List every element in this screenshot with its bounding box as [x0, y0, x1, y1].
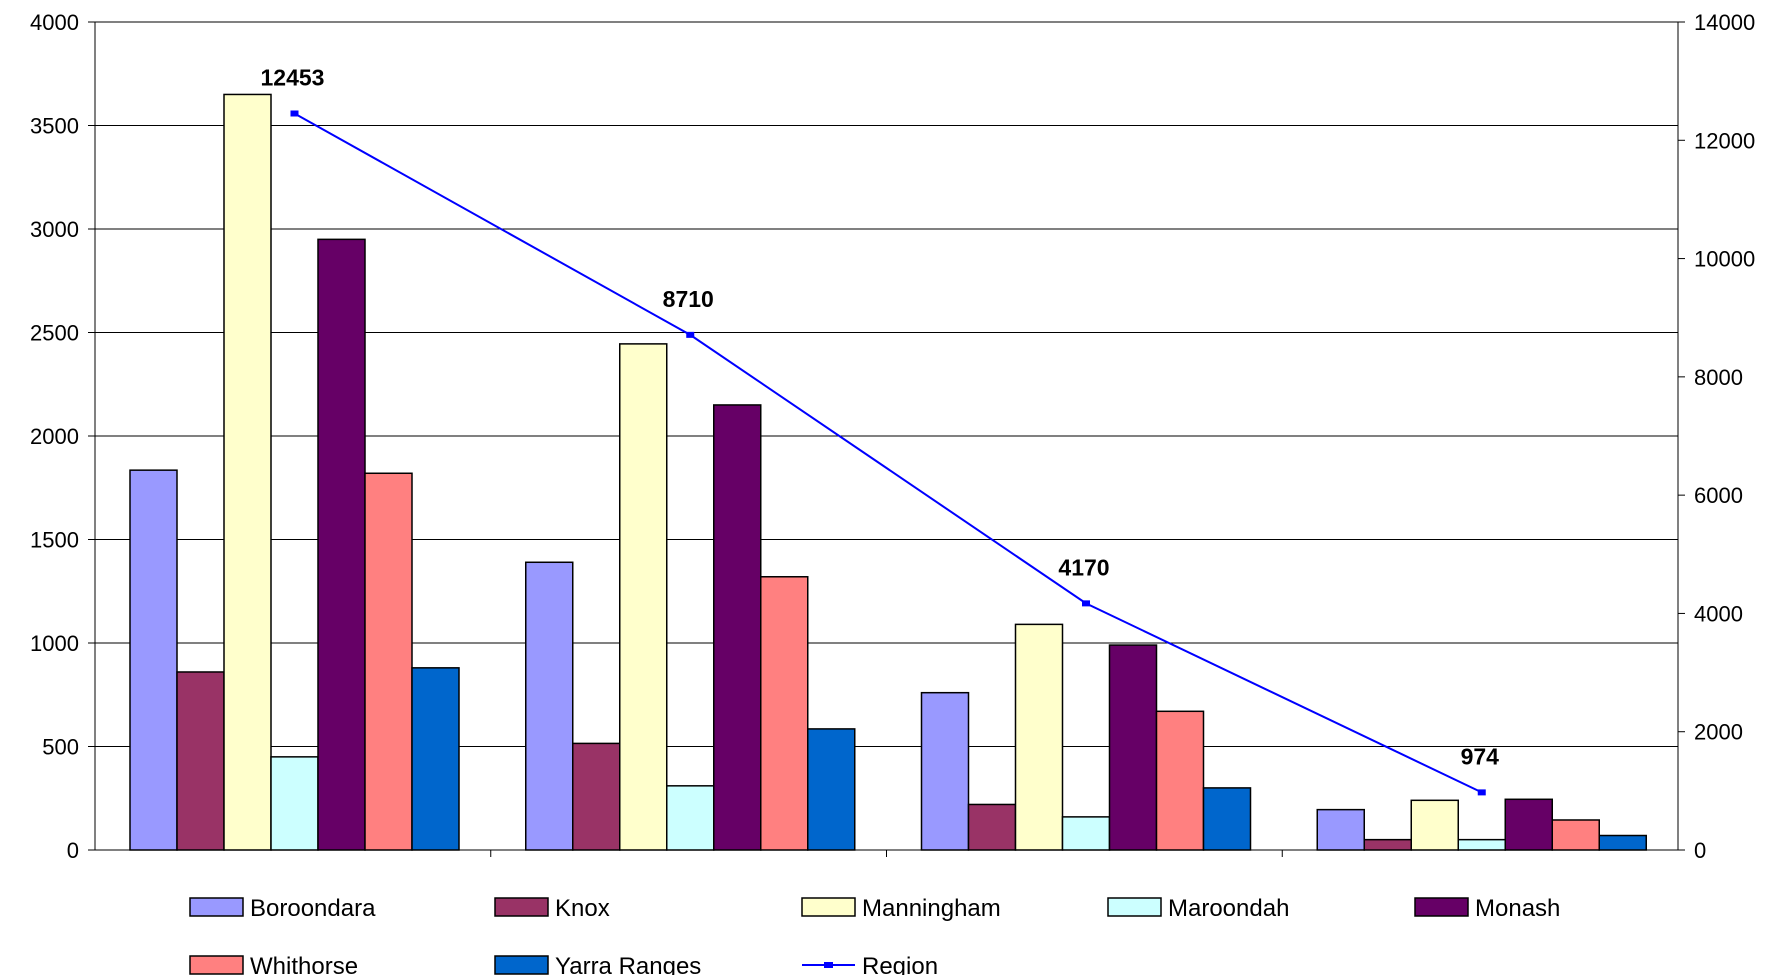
legend-label: Yarra Ranges	[555, 953, 701, 975]
legend-label: Maroondah	[1168, 895, 1289, 922]
bar	[713, 404, 762, 851]
bar	[1108, 644, 1158, 851]
legend-item: Maroondah	[1107, 895, 1289, 922]
bar	[967, 803, 1017, 851]
legend-swatch	[1414, 897, 1469, 917]
y-tick-label: 0	[67, 838, 79, 863]
line-point	[1477, 789, 1486, 796]
bar	[129, 469, 178, 851]
bar	[619, 343, 668, 851]
bar	[1598, 834, 1647, 851]
legend-item: Yarra Ranges	[494, 953, 701, 975]
y2-tick-label: 10000	[1694, 247, 1755, 272]
y2-tick-label: 6000	[1694, 483, 1743, 508]
bar	[807, 728, 856, 851]
series-line	[294, 112, 1483, 794]
bar	[411, 667, 460, 851]
bar	[1504, 798, 1553, 851]
bar	[317, 238, 366, 851]
legend-swatch	[1107, 897, 1162, 917]
legend-label: Knox	[555, 895, 610, 922]
bar	[1457, 838, 1506, 851]
bars	[129, 93, 1647, 851]
legend-label: Whithorse	[250, 953, 358, 975]
bar	[525, 561, 574, 851]
y2-tick-label: 0	[1694, 838, 1706, 863]
data-label: 974	[1461, 743, 1500, 769]
bar	[176, 671, 225, 851]
bar	[1014, 623, 1064, 851]
bar	[1316, 808, 1365, 851]
y-tick-label: 1500	[30, 528, 79, 553]
data-label: 12453	[261, 64, 325, 90]
legend-label: Monash	[1475, 895, 1560, 922]
y2-tick-label: 2000	[1694, 720, 1743, 745]
data-label: 4170	[1058, 554, 1109, 580]
legend-label: Manningham	[862, 895, 1001, 922]
legend-swatch	[189, 955, 244, 975]
bar	[1061, 816, 1111, 851]
bar	[920, 691, 970, 851]
y-tick-label: 3500	[30, 114, 79, 139]
legend-item: Whithorse	[189, 953, 358, 975]
bar	[1202, 787, 1252, 851]
legend-swatch	[189, 897, 244, 917]
legend-label: Boroondara	[250, 895, 376, 922]
bar	[1551, 819, 1600, 851]
y-tick-label: 1000	[30, 631, 79, 656]
legend-label: Region	[862, 953, 938, 975]
y-axis-ticks: 0 500 1000 1500 2000 2500 3000 3500 4000	[30, 10, 79, 863]
legend-swatch	[801, 897, 856, 917]
bar	[666, 785, 715, 851]
region-line: 12453 8710 4170 974	[261, 64, 1500, 796]
y2-axis-ticks: 0 2000 4000 6000 8000 10000 12000 14000	[1694, 10, 1755, 863]
line-point	[1082, 600, 1090, 607]
y-tick-label: 2500	[30, 321, 79, 346]
legend-swatch	[494, 897, 549, 917]
axes	[88, 21, 1685, 857]
legend-item: Monash	[1414, 895, 1560, 922]
bar	[1155, 710, 1205, 851]
legend-item: Boroondara	[189, 895, 376, 922]
y2-tick-label: 4000	[1694, 601, 1743, 626]
bar	[1363, 838, 1412, 851]
legend-swatch-marker	[824, 962, 833, 968]
legend: Boroondara Knox Manningham Maroondah Monash W…	[189, 895, 1560, 975]
data-label: 8710	[663, 286, 714, 312]
bar	[572, 742, 621, 851]
y2-tick-label: 12000	[1694, 128, 1755, 153]
y2-tick-label: 14000	[1694, 10, 1755, 35]
line-point	[290, 110, 299, 117]
line-point	[686, 331, 695, 338]
legend-item: Knox	[494, 895, 610, 922]
y-tick-label: 2000	[30, 424, 79, 449]
y-tick-label: 3000	[30, 217, 79, 242]
bar	[1410, 799, 1459, 851]
legend-swatch	[494, 955, 549, 975]
legend-item: Region	[802, 953, 938, 975]
y2-tick-label: 8000	[1694, 365, 1743, 390]
y-tick-label: 4000	[30, 10, 79, 35]
bar	[270, 756, 319, 851]
bar	[760, 576, 809, 851]
bar	[364, 472, 413, 851]
y-tick-label: 500	[42, 735, 79, 760]
bar	[223, 93, 272, 851]
legend-item: Manningham	[801, 895, 1001, 922]
